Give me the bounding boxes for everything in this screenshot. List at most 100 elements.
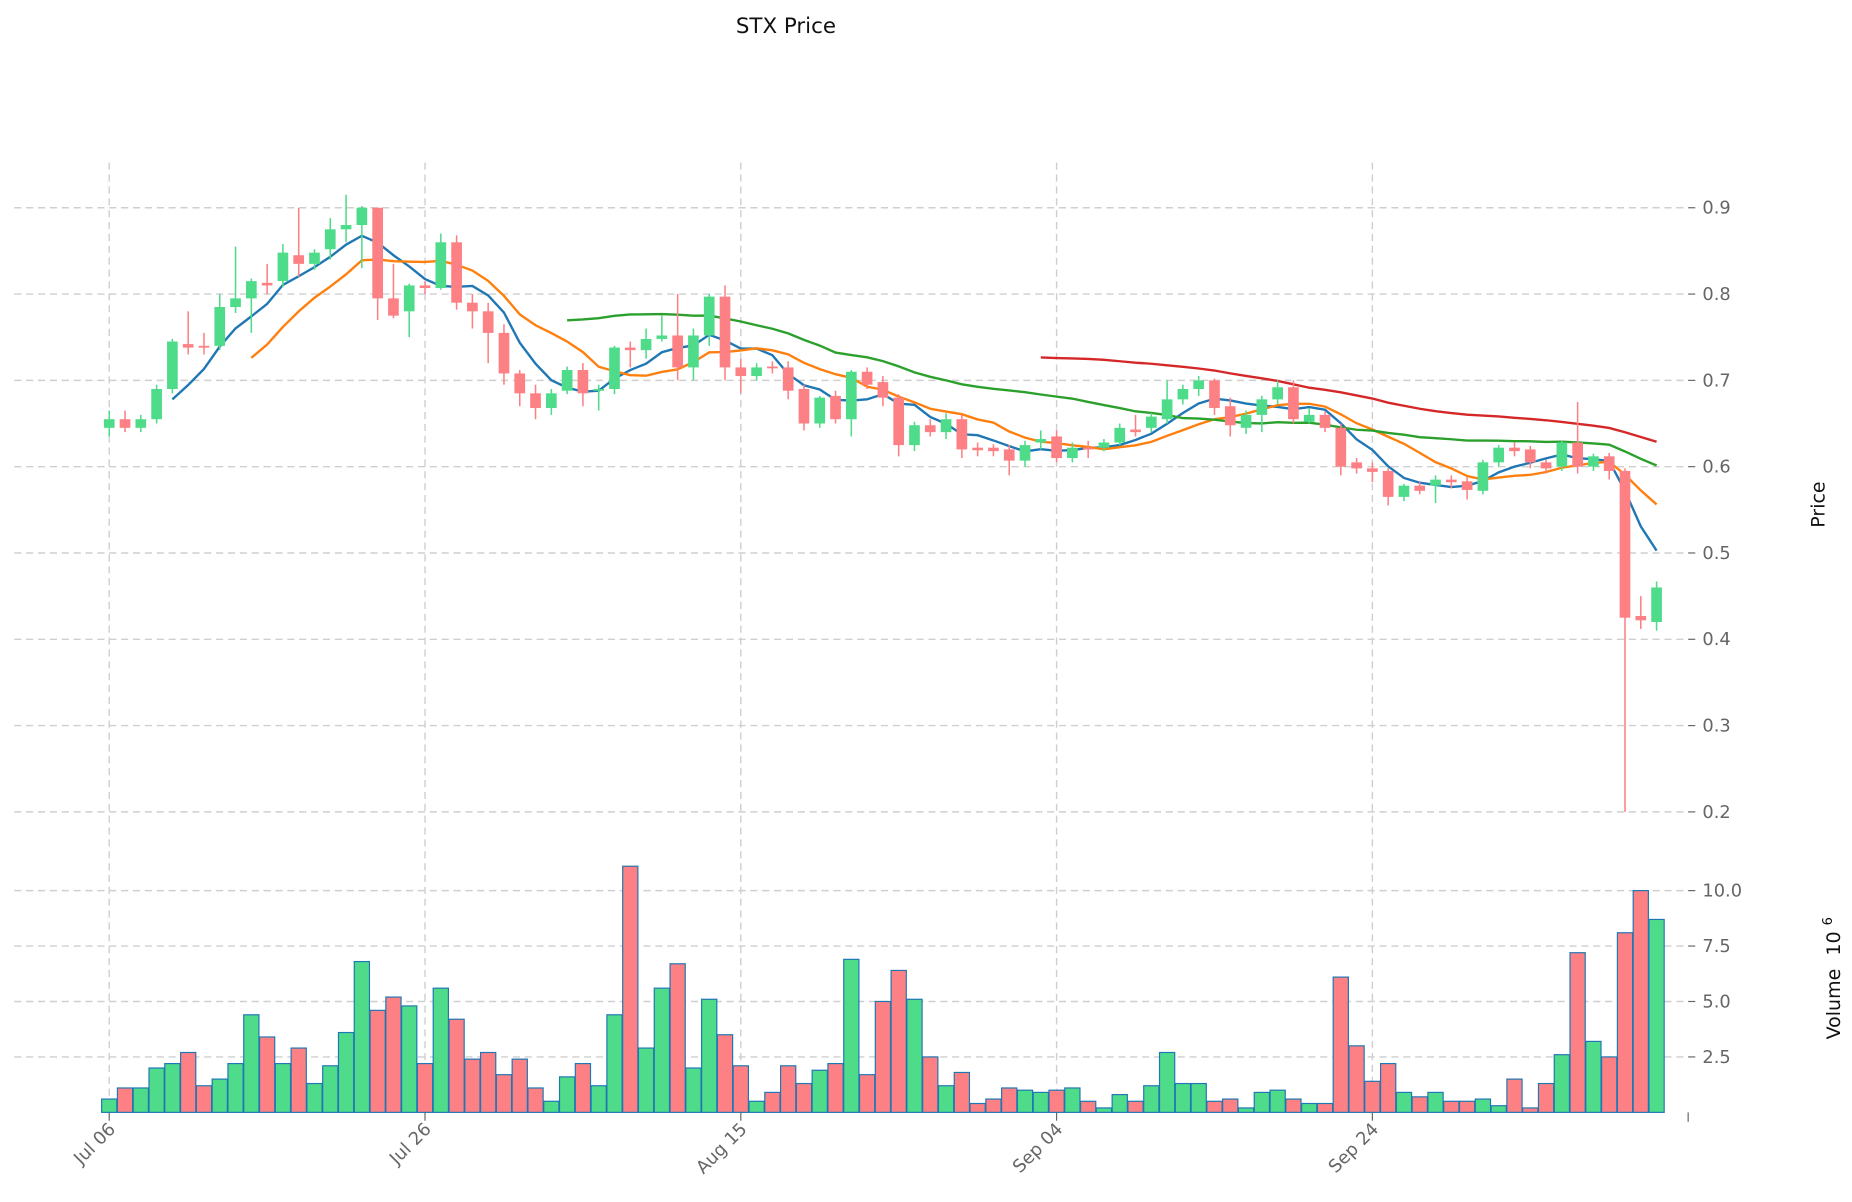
date-tick-label: Jul 26 [385,1119,436,1170]
volume-bar [748,1100,765,1113]
price-axis-label: Price [1808,481,1830,527]
volume-bar [1079,1100,1097,1113]
volume-bar [353,960,371,1113]
volume-bar [558,1076,576,1113]
volume-bar [1490,1105,1507,1113]
candle-body [1651,587,1662,623]
moving-average-lines [171,234,1658,552]
date-tick-label: Jul 06 [69,1119,120,1170]
volume-bar [653,987,671,1113]
ma-10-line [250,258,1658,506]
candle-body [640,338,652,351]
volume-bar [1001,1087,1018,1113]
volume-bar [101,1098,118,1113]
candle-body [261,282,273,286]
candle-body [309,252,320,264]
volume-bar [211,1078,228,1113]
volume-bar [969,1102,986,1113]
volume-bar [416,1062,434,1113]
candle-body [1130,429,1141,433]
ma-30-line [567,312,1658,467]
candle-body [245,281,257,299]
candle-body [1493,447,1505,463]
candle-body [356,207,368,226]
candle-body [593,388,605,391]
volume-bar [1222,1098,1239,1113]
volume-bar [922,1056,939,1113]
candle-body [1524,449,1536,463]
candle-body [798,388,810,424]
candle-body [1398,485,1410,497]
volume-bar [622,865,639,1113]
candle-body [182,344,194,348]
volume-bar [890,969,907,1113]
candle-body [277,252,289,282]
volume-bar [1174,1082,1192,1113]
volume-bar [637,1047,655,1113]
volume-bar [132,1087,150,1113]
volume-bar [179,1051,197,1113]
candle-body [1461,481,1473,490]
volume-bar [1569,952,1586,1113]
candle-body [545,393,557,408]
ma-5-line [171,234,1658,552]
candle-body [1209,380,1220,408]
candle-body [1588,456,1599,467]
candle-body [1635,615,1647,621]
candle-body [609,347,620,389]
volume-bar [906,998,923,1113]
candle-body [1556,442,1568,467]
candle-body [1272,387,1283,400]
volume-bar [511,1058,528,1113]
candle-body [1240,414,1252,428]
candle-body [467,302,478,312]
candle-body [1051,436,1062,459]
volume-bar [669,963,686,1113]
candle-body [1145,416,1157,428]
candle-body [688,335,699,368]
candle-body [1319,414,1331,428]
candle-body [1256,399,1268,415]
volume-bar [827,1062,844,1113]
volume-bar [1316,1102,1334,1113]
candle-body [1445,479,1457,483]
volume-bar [1301,1102,1318,1113]
volume-bar [479,1051,497,1113]
volume-bar [290,1047,307,1113]
volume-bar [874,1000,892,1113]
volume-bar [527,1087,544,1113]
candle-body [198,345,210,348]
candle-body [1619,470,1631,618]
ma-60-line [1040,356,1657,443]
candle-body [482,311,494,333]
volume-tick-label: 5.0 [1702,991,1730,1012]
candle-body [924,425,936,433]
volume-bar [464,1058,481,1113]
volume-bar [1095,1107,1113,1113]
candle-body [1224,406,1236,426]
volume-bar [1632,890,1649,1113]
candle-body [372,207,383,299]
volume-bars [101,865,1665,1113]
candle-body [845,371,857,420]
volume-bar [1158,1051,1176,1113]
candle-body [1035,439,1047,443]
volume-axis-label: Volume [1823,969,1845,1040]
candle-body [103,419,115,428]
candle-body [751,367,762,377]
candle-body [498,332,510,374]
volume-tick-label: 10.0 [1702,881,1742,902]
volume-bar [685,1067,702,1113]
candle-body [1177,388,1189,400]
price-tick-label: 0.8 [1702,284,1730,305]
volume-bar [258,1036,276,1113]
volume-bar [1506,1078,1523,1113]
candle-body [1335,427,1347,467]
volume-bar [701,998,718,1113]
candle-body [1572,442,1583,467]
candle-body [388,298,399,316]
volume-bar [1190,1082,1207,1113]
date-tick-label: Sep 24 [1324,1119,1383,1178]
volume-bar [1111,1094,1128,1113]
